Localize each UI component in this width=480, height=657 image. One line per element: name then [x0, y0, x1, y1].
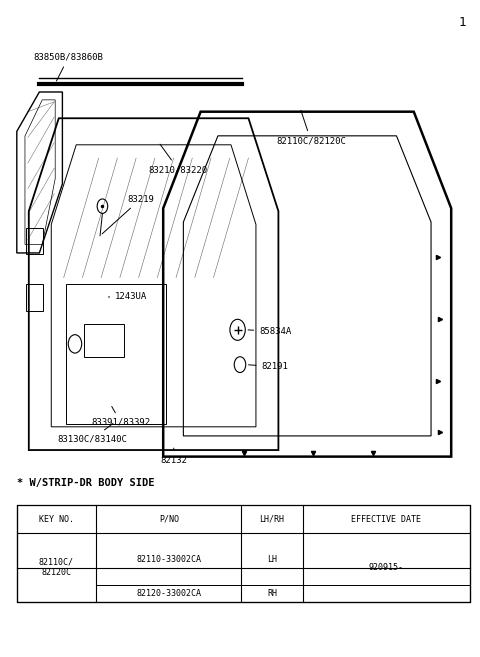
Text: 83391/83392: 83391/83392	[91, 407, 150, 427]
Text: 920915-: 920915-	[369, 563, 404, 572]
Text: 82132: 82132	[161, 448, 188, 465]
Text: 82191: 82191	[249, 362, 288, 371]
Text: KEY NO.: KEY NO.	[39, 514, 74, 524]
Text: EFFECTIVE DATE: EFFECTIVE DATE	[351, 514, 421, 524]
Bar	[66, 284, 166, 424]
Text: 82110C/82120C: 82110C/82120C	[276, 110, 346, 145]
Text: 83130C/83140C: 83130C/83140C	[58, 424, 128, 443]
Text: 82110-33002CA: 82110-33002CA	[136, 555, 201, 564]
Bar	[17, 505, 470, 602]
Text: 82120-33002CA: 82120-33002CA	[136, 589, 201, 598]
Text: LH: LH	[267, 555, 277, 564]
Text: 83210/83220: 83210/83220	[149, 144, 208, 174]
Text: 82110C/
82120C: 82110C/ 82120C	[39, 558, 74, 578]
Text: RH: RH	[267, 589, 277, 598]
Text: 83850B/83860B: 83850B/83860B	[34, 53, 104, 81]
Text: 83219: 83219	[102, 194, 154, 234]
Bar	[26, 284, 43, 311]
Text: P/NO: P/NO	[159, 514, 179, 524]
Bar	[26, 228, 43, 254]
Text: 1243UA: 1243UA	[108, 292, 147, 302]
Bar	[84, 324, 124, 357]
Text: 1: 1	[458, 16, 466, 30]
Text: 85834A: 85834A	[248, 327, 291, 336]
Text: * W/STRIP-DR BODY SIDE: * W/STRIP-DR BODY SIDE	[17, 478, 154, 488]
Text: LH/RH: LH/RH	[260, 514, 285, 524]
